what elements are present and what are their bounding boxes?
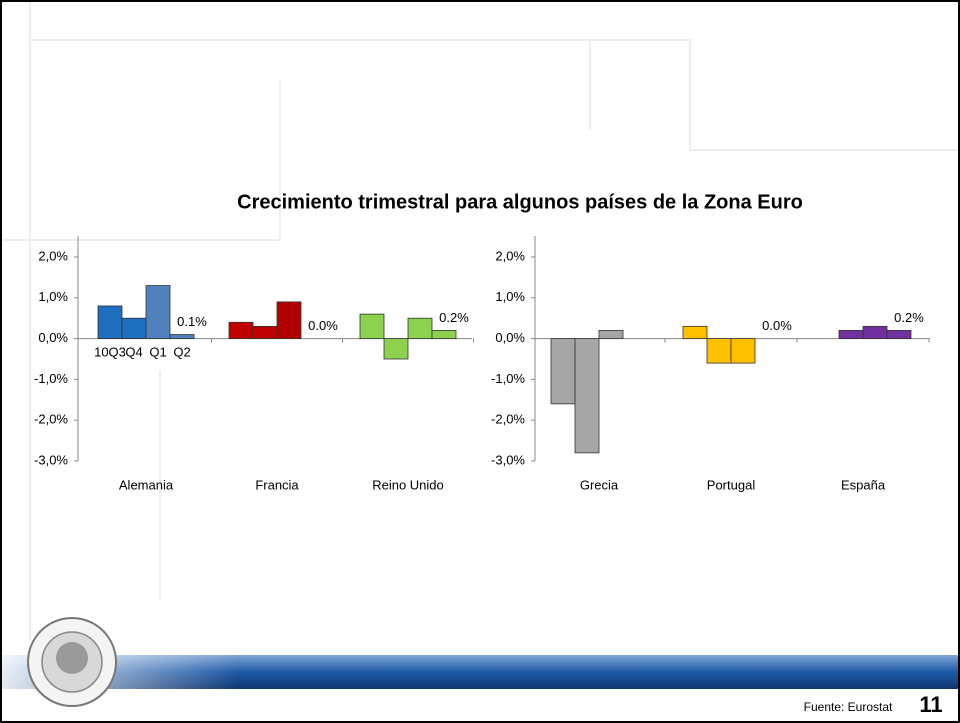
page-number: 11	[919, 692, 942, 717]
bar	[228, 321, 254, 339]
bar	[862, 325, 888, 339]
bar	[706, 338, 732, 364]
x-tick-label: Alemania	[119, 477, 174, 492]
quarter-label: Q1	[149, 344, 166, 359]
y-tick-label: -1,0%	[491, 371, 525, 386]
bar	[407, 317, 433, 340]
bar	[574, 338, 600, 454]
x-tick-label: Portugal	[707, 477, 756, 492]
value-label: 0.2%	[894, 310, 924, 325]
x-tick-label: Grecia	[580, 477, 619, 492]
bar	[252, 325, 278, 339]
value-label: 0.0%	[762, 318, 792, 333]
y-tick-label: 1,0%	[38, 289, 68, 304]
y-tick-label: 2,0%	[38, 248, 68, 263]
bar	[276, 301, 302, 340]
bar	[383, 338, 409, 360]
x-tick-label: Reino Unido	[372, 477, 444, 492]
y-tick-label: 0,0%	[495, 330, 525, 345]
bar	[598, 330, 624, 340]
chart-title: Crecimiento trimestral para algunos país…	[237, 191, 803, 213]
bar	[431, 330, 457, 340]
decor-lines	[0, 0, 960, 640]
quarter-label: Q4	[125, 344, 142, 359]
y-tick-label: -1,0%	[34, 371, 68, 386]
value-label: 0.1%	[177, 314, 207, 329]
x-tick-label: España	[841, 477, 886, 492]
value-label: 0.2%	[439, 310, 469, 325]
source: Fuente: Eurostat	[804, 700, 893, 714]
bar	[169, 334, 195, 339]
logo	[27, 617, 117, 707]
y-tick-label: -3,0%	[491, 452, 525, 467]
bar	[886, 330, 912, 340]
bar	[730, 338, 756, 364]
y-tick-label: 2,0%	[495, 248, 525, 263]
footer-band-fade	[0, 655, 960, 689]
value-label: 0.0%	[308, 318, 338, 333]
bar	[682, 325, 708, 339]
x-tick-label: Francia	[255, 477, 299, 492]
bar	[359, 313, 385, 339]
quarter-label: Q2	[173, 344, 190, 359]
bar	[838, 330, 864, 340]
bar	[97, 305, 123, 339]
y-tick-label: 0,0%	[38, 330, 68, 345]
bar	[145, 285, 171, 339]
y-tick-label: -3,0%	[34, 452, 68, 467]
quarter-label: 10Q3	[94, 344, 126, 359]
y-tick-label: 1,0%	[495, 289, 525, 304]
y-tick-label: -2,0%	[34, 412, 68, 427]
bar	[550, 338, 576, 405]
bar	[121, 317, 147, 340]
y-tick-label: -2,0%	[491, 412, 525, 427]
